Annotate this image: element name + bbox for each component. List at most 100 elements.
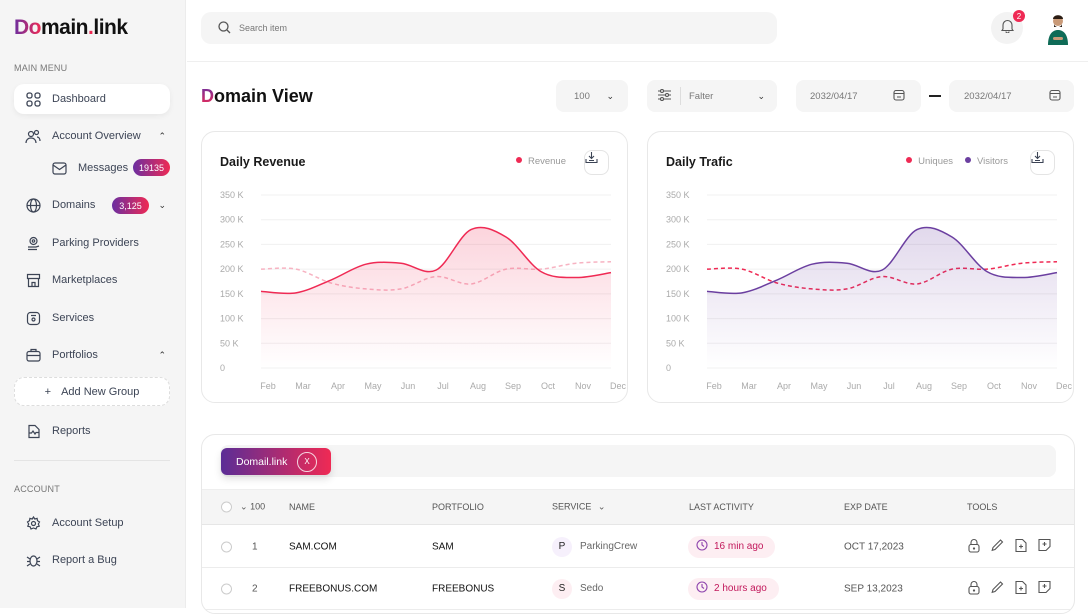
date-to-value: 2032/04/17 [964, 90, 1012, 102]
portfolio-name: SAM [432, 541, 454, 552]
y-tick-label: 50 K [220, 338, 239, 348]
logo-main: main [41, 16, 89, 39]
sliders-icon [658, 88, 671, 104]
sidebar-item-account-setup[interactable]: Account Setup [14, 508, 170, 538]
column-header-exp-date[interactable]: EXP DATE [844, 502, 888, 512]
sidebar-item-label: Dashboard [52, 93, 106, 105]
sidebar-item-label: Account Overview [52, 130, 141, 142]
y-tick-label: 0 [666, 363, 671, 373]
header-divider [187, 61, 1088, 62]
sidebar-item-label: Report a Bug [52, 554, 117, 566]
date-from-input[interactable]: 2032/04/17 [796, 80, 921, 112]
file-add-icon[interactable] [1015, 538, 1027, 555]
bell-icon [1000, 19, 1014, 38]
revenue-series-line [260, 226, 612, 295]
row-number: 2 [252, 583, 258, 594]
services-icon [25, 310, 41, 326]
x-tick-label: Dec [610, 381, 627, 391]
sidebar-item-report-bug[interactable]: Report a Bug [14, 545, 170, 575]
sidebar-item-label: Messages [78, 162, 129, 174]
sidebar-item-services[interactable]: Services [14, 303, 170, 333]
x-tick-label: Sep [505, 381, 521, 391]
y-tick-label: 300 K [220, 215, 244, 225]
store-icon [25, 272, 41, 288]
y-tick-label: 150 K [220, 289, 244, 299]
service-name: Sedo [580, 583, 604, 594]
pencil-icon[interactable] [991, 580, 1004, 597]
pencil-icon[interactable] [991, 538, 1004, 555]
lock-icon[interactable] [968, 538, 980, 555]
sidebar-item-messages[interactable]: Messages [40, 153, 170, 183]
column-header-service[interactable]: SERVICE ⌄ [552, 502, 605, 513]
x-tick-label: Aug [916, 381, 932, 391]
search-input[interactable]: Search item [201, 12, 777, 44]
sidebar-item-parking-providers[interactable]: Parking Providers [14, 228, 170, 258]
file-add-icon[interactable] [1015, 580, 1027, 597]
y-tick-label: 350 K [666, 190, 690, 200]
series-area [707, 227, 1057, 368]
row-checkbox[interactable] [221, 583, 232, 594]
filter-chip[interactable]: Domail.link X [221, 448, 331, 475]
download-button[interactable] [584, 150, 609, 175]
legend-item-visitors: Visitors [965, 156, 1008, 167]
sidebar-item-label: Parking Providers [52, 237, 139, 249]
x-tick-label: Aug [470, 381, 486, 391]
row-tools [968, 580, 1051, 597]
row-checkbox[interactable] [221, 541, 232, 552]
exp-date: SEP 13,2023 [844, 583, 903, 594]
table-header: ⌄ 100 NAME PORTFOLIO SERVICE ⌄ LAST ACTI… [202, 489, 1074, 525]
daily-revenue-chart: 0 50 K 100 K 150 K 200 K 250 K 300 K 350 K Feb Ma… [220, 190, 627, 391]
y-tick-label: 50 K [666, 338, 685, 348]
sidebar-item-label: Account Setup [52, 517, 124, 529]
sidebar-item-domains[interactable]: Domains ⌄ [14, 190, 170, 220]
y-tick-label: 100 K [220, 314, 244, 324]
column-header-last-activity[interactable]: LAST ACTIVITY [689, 502, 754, 512]
chip-close-button[interactable]: X [297, 451, 317, 472]
date-to-input[interactable]: 2032/04/17 [949, 80, 1074, 112]
chevron-up-icon[interactable]: ⌃ [158, 130, 166, 141]
visitors-series-line [706, 226, 1058, 295]
domain-name[interactable]: SAM.COM [289, 541, 337, 552]
avatar[interactable] [1045, 13, 1071, 45]
count-select[interactable]: 100 ⌄ [556, 80, 628, 112]
column-header-portfolio[interactable]: PORTFOLIO [432, 502, 484, 512]
domain-name[interactable]: FREEBONUS.COM [289, 583, 378, 594]
sidebar-item-reports[interactable]: Reports [14, 416, 170, 446]
add-new-group-button[interactable]: + Add New Group [14, 377, 170, 406]
x-tick-label: Nov [575, 381, 592, 391]
x-tick-label: Feb [706, 381, 722, 391]
sidebar-item-account-overview[interactable]: Account Overview ⌃ [14, 121, 170, 151]
main-menu-label: MAIN MENU [14, 63, 68, 73]
table-row[interactable]: 2 FREEBONUS.COM FREEBONUS S Sedo 2 hours … [202, 568, 1074, 610]
chevron-down-icon: ⌄ [240, 501, 248, 512]
lock-icon[interactable] [968, 580, 980, 597]
download-button[interactable] [1030, 150, 1055, 175]
y-tick-label: 200 K [666, 264, 690, 274]
portfolio-name: FREEBONUS [432, 583, 495, 594]
chevron-down-icon[interactable]: ⌄ [158, 199, 166, 210]
account-section-label: ACCOUNT [14, 484, 60, 494]
x-tick-label: Oct [987, 381, 1002, 391]
note-add-icon[interactable] [1038, 580, 1051, 597]
legend-label: Revenue [527, 156, 566, 167]
x-tick-label: Apr [331, 381, 345, 391]
sidebar-item-marketplaces[interactable]: Marketplaces [14, 265, 170, 295]
sidebar-item-portfolios[interactable]: Portfolios ⌃ [14, 340, 170, 370]
column-header-name[interactable]: NAME [289, 502, 316, 512]
service-avatar: S [552, 578, 572, 599]
sidebar-item-dashboard[interactable]: Dashboard [14, 84, 170, 114]
y-tick-label: 200 K [220, 264, 244, 274]
filter-select[interactable]: Falter ⌄ [647, 80, 777, 112]
domains-table-card: Domail.link X ⌄ 100 NAME PORTFOLIO SERVIC… [201, 434, 1075, 614]
logo[interactable]: Domain.link [14, 16, 128, 40]
column-header-label: SERVICE [552, 501, 592, 512]
page-title: Domain View [201, 86, 313, 107]
x-tick-label: May [364, 381, 382, 391]
table-row[interactable]: 1 SAM.COM SAM P ParkingCrew 16 min ago OC… [202, 526, 1074, 568]
note-add-icon[interactable] [1038, 538, 1051, 555]
select-all-checkbox[interactable] [221, 501, 232, 513]
x-tick-label: Nov [1021, 381, 1038, 391]
chevron-up-icon[interactable]: ⌃ [158, 349, 166, 360]
chart-legend: Uniques Visitors [906, 156, 1008, 167]
page-size-select[interactable]: ⌄ 100 [240, 502, 265, 513]
